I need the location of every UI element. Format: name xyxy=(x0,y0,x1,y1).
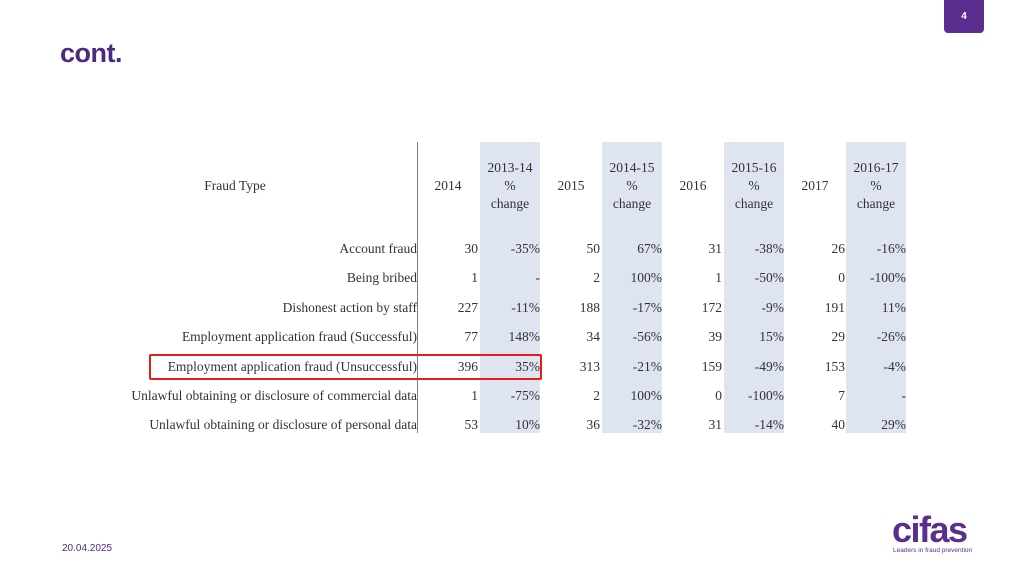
val-2016-cell: 39 xyxy=(708,329,723,345)
chg-1415-cell: -17% xyxy=(632,299,662,315)
val-2015-cell: 34 xyxy=(586,329,601,345)
val-2017-cell: 40 xyxy=(831,417,846,433)
chg-1617-cell: -100% xyxy=(870,270,906,286)
val-2016-cell: 31 xyxy=(708,417,723,433)
val-2014-cell: 227 xyxy=(457,299,478,315)
val-2015-cell: 313 xyxy=(579,358,600,374)
chg-1415-cell: -56% xyxy=(632,329,662,345)
val-2016-cell: 31 xyxy=(708,241,723,256)
val-2016-cell: 159 xyxy=(701,358,722,374)
val-2017-cell: 7 xyxy=(838,388,845,403)
change-column-bg-1415 xyxy=(602,142,662,433)
slide-number-badge: 4 xyxy=(944,0,984,33)
val-2014-cell: 30 xyxy=(464,241,479,256)
chg-1314-cell: 148% xyxy=(508,329,541,345)
chg-1617-cell: 11% xyxy=(881,299,906,315)
chg-1516-cell: -100% xyxy=(748,388,784,403)
fraud-type-label: Employment application fraud (Unsuccessf… xyxy=(167,358,417,374)
chg-1314-cell: 35% xyxy=(515,358,540,374)
val-2014-cell: 77 xyxy=(464,329,479,345)
logo-tagline: Leaders in fraud prevention xyxy=(893,547,973,554)
footer-date: 20.04.2025 xyxy=(62,543,113,554)
val-2014-cell: 1 xyxy=(471,388,478,403)
val-2017-cell: 0 xyxy=(838,270,845,286)
val-2017-cell: 26 xyxy=(831,241,846,256)
header-fraud-type: Fraud Type xyxy=(204,178,266,193)
val-2015-cell: 188 xyxy=(579,299,600,315)
fraud-type-label: Account fraud xyxy=(339,241,417,256)
chg-1516-cell: 15% xyxy=(759,329,784,345)
val-2014-cell: 396 xyxy=(457,358,478,374)
chg-1314-cell: -11% xyxy=(511,299,540,315)
chg-1617-cell: -4% xyxy=(883,358,907,374)
logo-wordmark: cifas xyxy=(892,509,968,550)
val-2014-cell: 1 xyxy=(471,270,478,286)
header-change-1415: 2014-15% change xyxy=(609,160,655,211)
val-2016-cell: 1 xyxy=(715,270,722,286)
val-2015-cell: 2 xyxy=(593,388,600,403)
change-column-bg-1314 xyxy=(480,142,540,433)
chg-1516-cell: -14% xyxy=(754,417,784,433)
val-2015-cell: 50 xyxy=(586,241,601,256)
chg-1415-cell: -32% xyxy=(632,417,662,433)
val-2015-cell: 36 xyxy=(586,417,601,433)
chg-1516-cell: -49% xyxy=(754,358,784,374)
fraud-type-label: Being bribed xyxy=(346,270,417,286)
chg-1516-cell: -50% xyxy=(754,270,784,286)
val-2014-cell: 53 xyxy=(464,417,479,433)
val-2017-cell: 191 xyxy=(824,299,845,315)
val-2016-cell: 0 xyxy=(715,388,722,403)
header-2015: 2015 xyxy=(557,178,585,193)
chg-1314-cell: -75% xyxy=(510,388,540,403)
chg-1617-cell: 29% xyxy=(881,417,906,433)
fraud-type-label: Unlawful obtaining or disclosure of comm… xyxy=(131,388,417,403)
val-2017-cell: 153 xyxy=(824,358,845,374)
chg-1314-cell: 10% xyxy=(515,417,540,433)
highlight-box xyxy=(149,354,542,380)
page-title: cont. xyxy=(60,38,123,68)
table-divider xyxy=(417,142,418,433)
fraud-type-label: Employment application fraud (Successful… xyxy=(181,329,417,345)
chg-1314-cell: -35% xyxy=(510,241,540,256)
fraud-type-label: Dishonest action by staff xyxy=(282,299,417,315)
chg-1415-cell: 67% xyxy=(637,241,662,256)
header-change-1617: 2016-17% change xyxy=(853,160,899,211)
cifas-logo: cifas Leaders in fraud prevention xyxy=(888,510,992,558)
chg-1617-cell: -16% xyxy=(876,241,906,256)
header-2016: 2016 xyxy=(679,178,707,193)
header-change-1314: 2013-14% change xyxy=(487,160,533,211)
change-column-bg-1617 xyxy=(846,142,906,433)
fraud-type-label: Unlawful obtaining or disclosure of pers… xyxy=(149,417,417,433)
header-change-1516: 2015-16% change xyxy=(731,160,777,211)
change-column-bg-1516 xyxy=(724,142,784,433)
chg-1617-cell: - xyxy=(901,388,907,403)
header-2014: 2014 xyxy=(434,178,462,193)
chg-1516-cell: -9% xyxy=(761,299,785,315)
chg-1314-cell: - xyxy=(535,270,541,286)
val-2015-cell: 2 xyxy=(593,270,600,286)
header-2017: 2017 xyxy=(801,178,829,193)
chg-1415-cell: -21% xyxy=(632,358,662,374)
slide-number: 4 xyxy=(961,11,967,22)
chg-1617-cell: -26% xyxy=(876,329,906,345)
chg-1516-cell: -38% xyxy=(754,241,784,256)
val-2017-cell: 29 xyxy=(831,329,846,345)
chg-1415-cell: 100% xyxy=(630,270,663,286)
val-2016-cell: 172 xyxy=(701,299,722,315)
chg-1415-cell: 100% xyxy=(630,388,663,403)
